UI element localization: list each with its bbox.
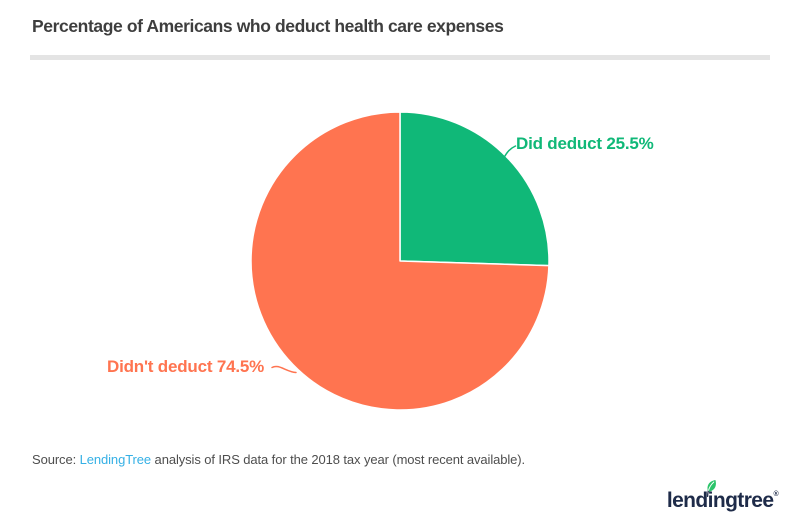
source-link[interactable]: LendingTree [79, 452, 152, 467]
source-prefix: Source: [32, 452, 80, 467]
source-line: Source: LendingTree analysis of IRS data… [32, 452, 525, 467]
source-suffix: analysis of IRS data for the 2018 tax ye… [151, 452, 526, 467]
pie-chart [250, 111, 550, 411]
leaf-icon [706, 480, 716, 497]
slice-label-did-deduct: Did deduct 25.5% [516, 134, 654, 153]
chart-title: Percentage of Americans who deduct healt… [32, 16, 504, 36]
registered-mark: ® [773, 491, 778, 498]
title-divider [30, 55, 770, 60]
slice-label-didnt-deduct: Didn't deduct 74.5% [107, 357, 265, 376]
logo-text: lendingtree [666, 489, 774, 512]
pie-slice-didn-t-deduct [250, 111, 550, 411]
logo-wordmark: lendingtree ® [666, 480, 779, 513]
lendingtree-logo: lendingtree ® [666, 480, 779, 519]
